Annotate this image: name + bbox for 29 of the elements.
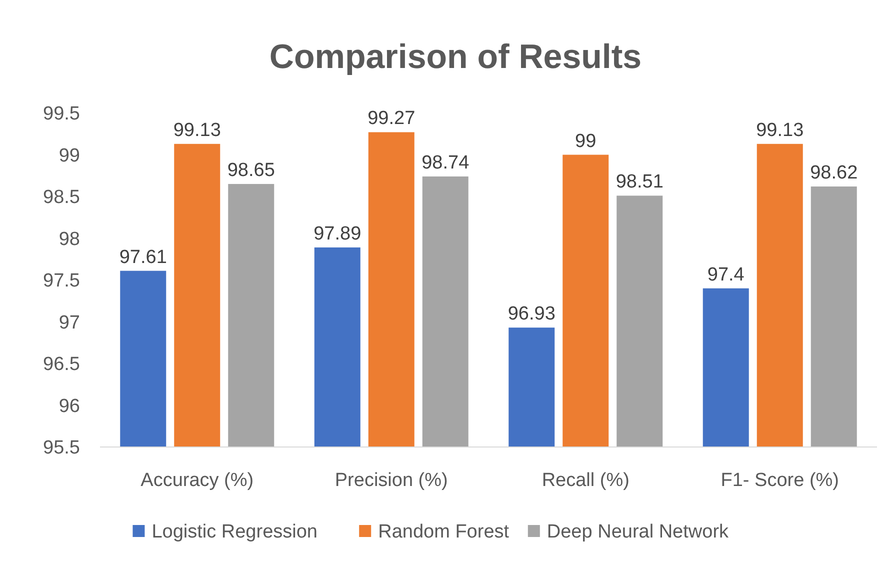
chart-title: Comparison of Results [269, 38, 642, 76]
data-label: 97.61 [119, 246, 167, 268]
data-label: 98.74 [422, 152, 470, 174]
legend-label: Random Forest [378, 522, 510, 543]
y-tick-label: 96 [58, 396, 80, 417]
data-label: 98.62 [810, 162, 858, 184]
data-label: 97.4 [707, 264, 745, 286]
data-label: 99.13 [173, 120, 221, 141]
data-label: 97.89 [314, 223, 362, 244]
data-label: 98.51 [616, 172, 664, 193]
x-tick-label: Accuracy (%) [140, 470, 254, 491]
y-tick-label: 95.5 [43, 438, 80, 459]
y-tick-label: 96.5 [43, 354, 80, 376]
y-tick-label: 99.5 [43, 104, 80, 125]
y-tick-label: 97.5 [43, 270, 80, 292]
data-label: 99.13 [756, 120, 804, 141]
x-tick-label: Recall (%) [542, 470, 630, 491]
data-label: 98.65 [227, 160, 275, 181]
y-tick-label: 99 [58, 145, 80, 166]
y-tick-label: 98 [58, 228, 80, 250]
y-tick-label: 97 [58, 312, 80, 334]
data-label: 99 [575, 130, 596, 152]
y-tick-label: 98.5 [43, 187, 80, 208]
x-tick-label: Precision (%) [334, 470, 448, 491]
x-tick-label: F1- Score (%) [720, 470, 839, 491]
legend-label: Deep Neural Network [546, 522, 730, 543]
legend-label: Logistic Regression [152, 522, 318, 543]
data-label: 99.27 [368, 108, 416, 130]
data-label: 96.93 [508, 304, 556, 325]
